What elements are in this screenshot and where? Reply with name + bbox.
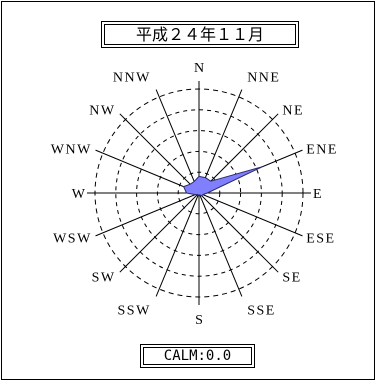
direction-label-se: SE bbox=[282, 270, 301, 285]
direction-label-sse: SSE bbox=[247, 303, 276, 318]
direction-label-e: E bbox=[313, 187, 322, 202]
wind-frequency-polygon bbox=[183, 166, 263, 197]
direction-label-ssw: SSW bbox=[118, 303, 151, 318]
spoke-sw bbox=[119, 192, 200, 273]
spoke-wnw bbox=[95, 149, 200, 194]
chart-title: 平成２４年１１月 bbox=[104, 24, 296, 45]
chart-title-box: 平成２４年１１月 bbox=[101, 21, 299, 48]
direction-label-ene: ENE bbox=[306, 143, 338, 158]
spoke-ese bbox=[198, 192, 303, 237]
direction-label-w: W bbox=[72, 187, 86, 202]
direction-label-s: S bbox=[195, 313, 203, 328]
direction-label-wnw: WNW bbox=[51, 143, 92, 158]
calm-label: CALM:0.0 bbox=[143, 347, 252, 365]
spoke-se bbox=[198, 192, 279, 273]
wind-series bbox=[183, 166, 263, 197]
direction-label-nw: NW bbox=[89, 104, 115, 119]
spoke-ne bbox=[198, 113, 279, 194]
spoke-ssw bbox=[155, 192, 200, 297]
spoke-nw bbox=[119, 113, 200, 194]
calm-box: CALM:0.0 bbox=[140, 344, 255, 368]
spoke-wsw bbox=[95, 192, 200, 237]
direction-label-nne: NNE bbox=[247, 71, 280, 86]
spoke-sse bbox=[198, 192, 243, 297]
direction-label-ese: ESE bbox=[306, 231, 335, 246]
direction-label-sw: SW bbox=[92, 270, 116, 285]
direction-labels: N NNE NE ENE E ESE SE SSE S SSW SW WSW W WNW NW NNW bbox=[51, 61, 338, 328]
direction-label-ne: NE bbox=[282, 104, 304, 119]
direction-label-wsw: WSW bbox=[53, 231, 92, 246]
direction-label-nnw: NNW bbox=[113, 71, 151, 86]
direction-label-n: N bbox=[194, 61, 204, 76]
spoke-nne bbox=[198, 89, 243, 194]
spoke-nnw bbox=[155, 89, 200, 194]
